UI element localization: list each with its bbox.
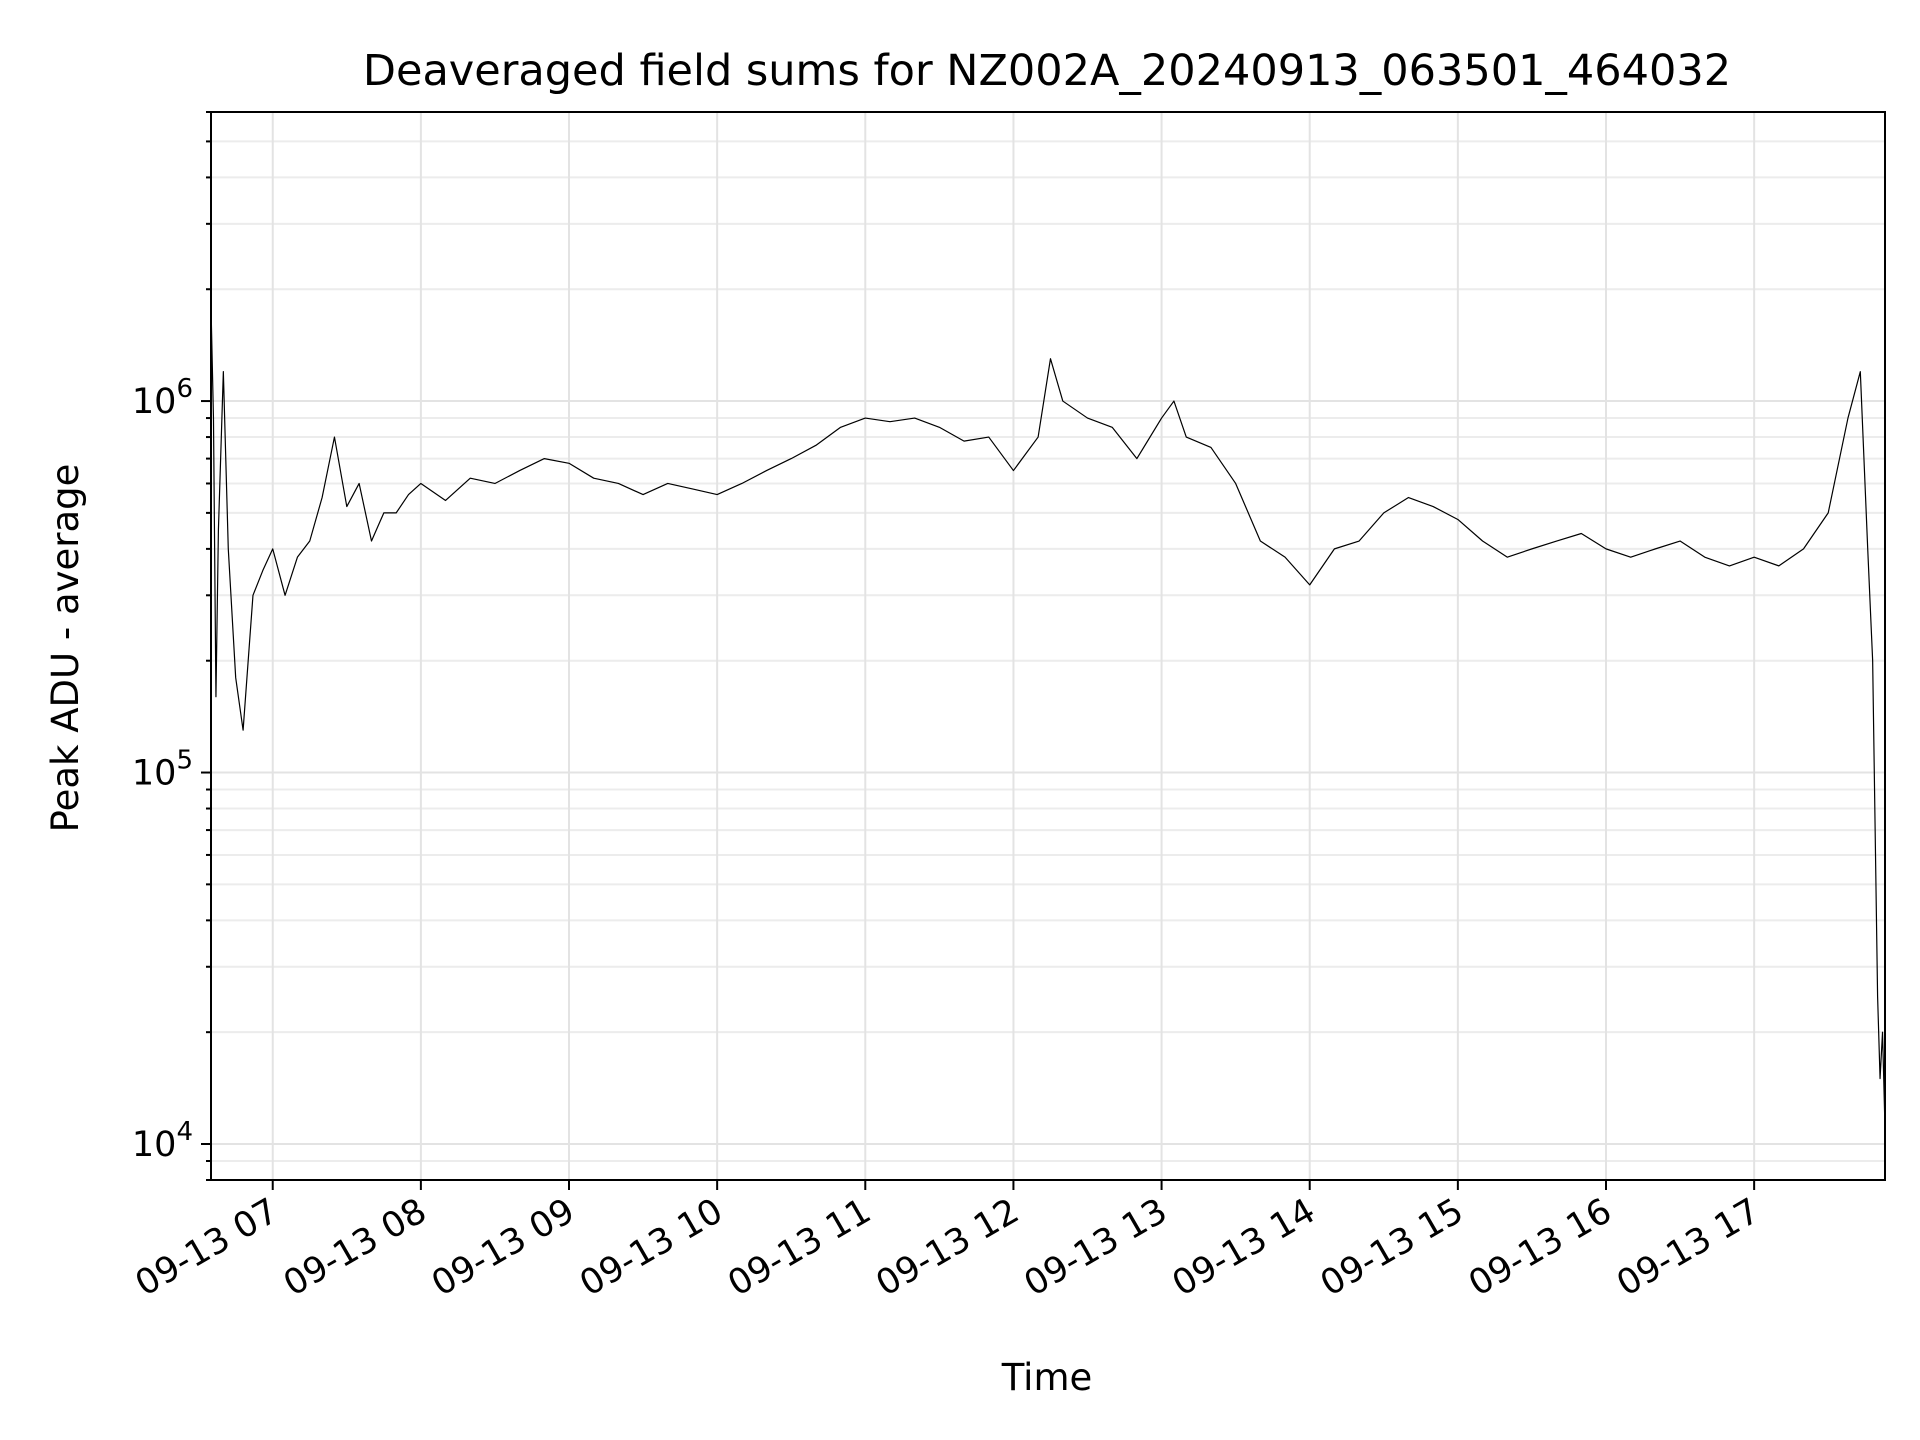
x-tick-label: 09-13 12 — [870, 1191, 1026, 1304]
x-tick-label: 09-13 13 — [1018, 1191, 1174, 1304]
x-tick-label: 09-13 10 — [573, 1191, 729, 1304]
series-line-0 — [210, 306, 1886, 1129]
grid — [211, 111, 1885, 1181]
y-axis: 104 105 106 — [132, 111, 211, 1181]
y-tick-label: 106 — [132, 374, 193, 422]
x-tick-label: 09-13 15 — [1314, 1191, 1470, 1304]
plot-frame — [210, 111, 1886, 1181]
y-tick-label: 104 — [132, 1117, 193, 1165]
y-axis-label: Peak ADU - average — [44, 464, 87, 833]
x-tick-label: 09-13 14 — [1166, 1191, 1322, 1304]
x-tick-label: 09-13 09 — [425, 1191, 581, 1304]
x-tick-label: 09-13 17 — [1610, 1191, 1766, 1304]
x-tick-label: 09-13 16 — [1462, 1191, 1618, 1304]
x-tick-label: 09-13 08 — [277, 1191, 433, 1304]
y-tick-label: 105 — [132, 746, 193, 794]
x-axis-label: Time — [1001, 1356, 1093, 1399]
x-tick-label: 09-13 11 — [722, 1191, 878, 1304]
x-tick-label: 09-13 07 — [129, 1191, 285, 1304]
chart-title: Deaveraged field sums for NZ002A_2024091… — [363, 46, 1731, 96]
series-layer — [210, 306, 1886, 1129]
